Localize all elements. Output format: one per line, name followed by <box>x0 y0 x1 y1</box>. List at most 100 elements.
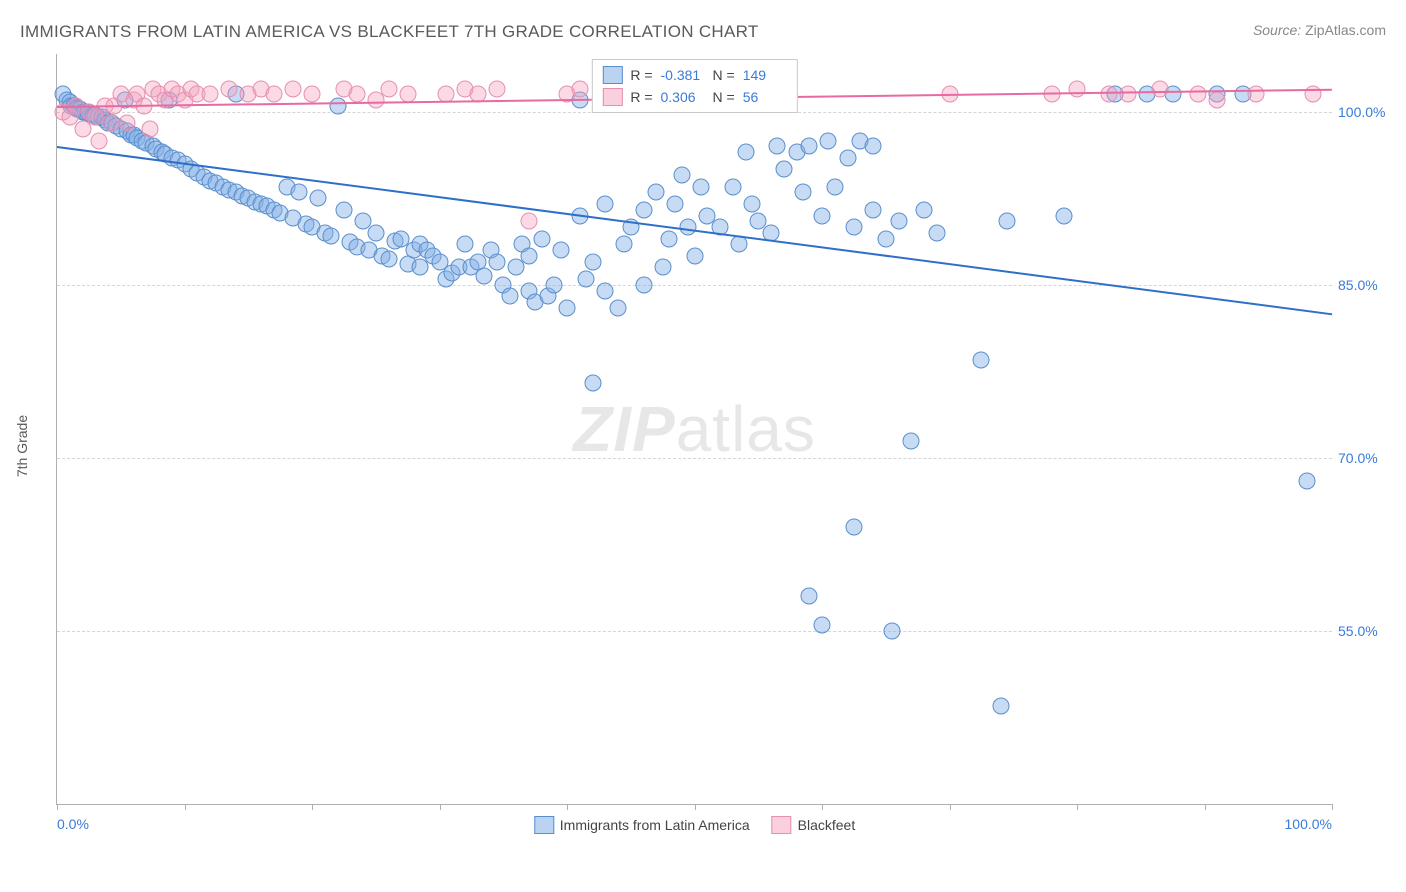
scatter-point <box>1209 92 1226 109</box>
scatter-point <box>845 219 862 236</box>
n-value: 149 <box>743 67 787 83</box>
scatter-point <box>769 138 786 155</box>
scatter-point <box>335 201 352 218</box>
scatter-point <box>928 224 945 241</box>
scatter-point <box>457 236 474 253</box>
scatter-point <box>877 230 894 247</box>
scatter-point <box>348 86 365 103</box>
x-tick <box>312 804 313 810</box>
x-tick-label: 0.0% <box>57 816 89 832</box>
trend-line <box>57 146 1332 315</box>
x-tick <box>822 804 823 810</box>
scatter-point <box>284 80 301 97</box>
scatter-point <box>635 276 652 293</box>
watermark-light: atlas <box>676 393 816 465</box>
x-tick <box>185 804 186 810</box>
scatter-point <box>1190 86 1207 103</box>
scatter-point <box>584 374 601 391</box>
scatter-point <box>102 115 119 132</box>
r-value: -0.381 <box>661 67 705 83</box>
gridline-h <box>57 285 1332 286</box>
source-value: ZipAtlas.com <box>1305 22 1386 38</box>
n-label: N = <box>713 67 735 83</box>
scatter-point <box>839 149 856 166</box>
x-tick <box>440 804 441 810</box>
swatch-pink <box>772 816 792 834</box>
scatter-point <box>610 299 627 316</box>
scatter-point <box>310 190 327 207</box>
scatter-point <box>571 80 588 97</box>
scatter-point <box>380 80 397 97</box>
scatter-point <box>616 236 633 253</box>
scatter-point <box>724 178 741 195</box>
scatter-point <box>673 167 690 184</box>
gridline-h <box>57 631 1332 632</box>
y-tick-label: 85.0% <box>1338 277 1394 293</box>
x-tick <box>1205 804 1206 810</box>
scatter-point <box>737 144 754 161</box>
scatter-point <box>221 80 238 97</box>
scatter-point <box>265 86 282 103</box>
legend-item-pink: Blackfeet <box>772 816 856 834</box>
scatter-point <box>1151 80 1168 97</box>
scatter-point <box>743 196 760 213</box>
scatter-point <box>775 161 792 178</box>
x-tick <box>695 804 696 810</box>
scatter-point <box>890 213 907 230</box>
scatter-point <box>692 178 709 195</box>
scatter-point <box>654 259 671 276</box>
scatter-point <box>973 351 990 368</box>
swatch-blue <box>602 66 622 84</box>
source-label: Source: <box>1253 22 1301 38</box>
scatter-point <box>1056 207 1073 224</box>
scatter-point <box>903 432 920 449</box>
scatter-point <box>1100 86 1117 103</box>
r-label: R = <box>630 67 652 83</box>
scatter-point <box>814 617 831 634</box>
scatter-point <box>520 213 537 230</box>
legend-label: Immigrants from Latin America <box>560 817 750 833</box>
swatch-blue <box>534 816 554 834</box>
watermark: ZIPatlas <box>573 392 816 466</box>
scatter-point <box>814 207 831 224</box>
scatter-point <box>597 196 614 213</box>
legend-item-blue: Immigrants from Latin America <box>534 816 750 834</box>
scatter-point <box>304 86 321 103</box>
scatter-point <box>584 253 601 270</box>
scatter-point <box>845 519 862 536</box>
x-tick <box>1077 804 1078 810</box>
scatter-point <box>597 282 614 299</box>
scatter-point <box>367 224 384 241</box>
scatter-point <box>142 121 159 138</box>
scatter-point <box>801 138 818 155</box>
scatter-point <box>801 588 818 605</box>
scatter-point <box>635 201 652 218</box>
gridline-h <box>57 458 1332 459</box>
scatter-point <box>1120 86 1137 103</box>
scatter-point <box>1069 80 1086 97</box>
scatter-point <box>865 201 882 218</box>
r-value: 0.306 <box>661 89 705 105</box>
watermark-bold: ZIP <box>573 393 676 465</box>
n-value: 56 <box>743 89 787 105</box>
scatter-point <box>520 247 537 264</box>
scatter-point <box>865 138 882 155</box>
scatter-point <box>884 622 901 639</box>
scatter-point <box>501 288 518 305</box>
swatch-pink <box>602 88 622 106</box>
scatter-point <box>661 230 678 247</box>
scatter-point <box>686 247 703 264</box>
r-label: R = <box>630 89 652 105</box>
x-tick <box>1332 804 1333 810</box>
scatter-point <box>916 201 933 218</box>
scatter-point <box>826 178 843 195</box>
scatter-point <box>998 213 1015 230</box>
y-tick-label: 70.0% <box>1338 450 1394 466</box>
chart-title: IMMIGRANTS FROM LATIN AMERICA VS BLACKFE… <box>20 22 759 42</box>
scatter-point <box>820 132 837 149</box>
scatter-point <box>476 267 493 284</box>
scatter-point <box>488 253 505 270</box>
scatter-point <box>202 86 219 103</box>
scatter-point <box>546 276 563 293</box>
scatter-point <box>1247 86 1264 103</box>
